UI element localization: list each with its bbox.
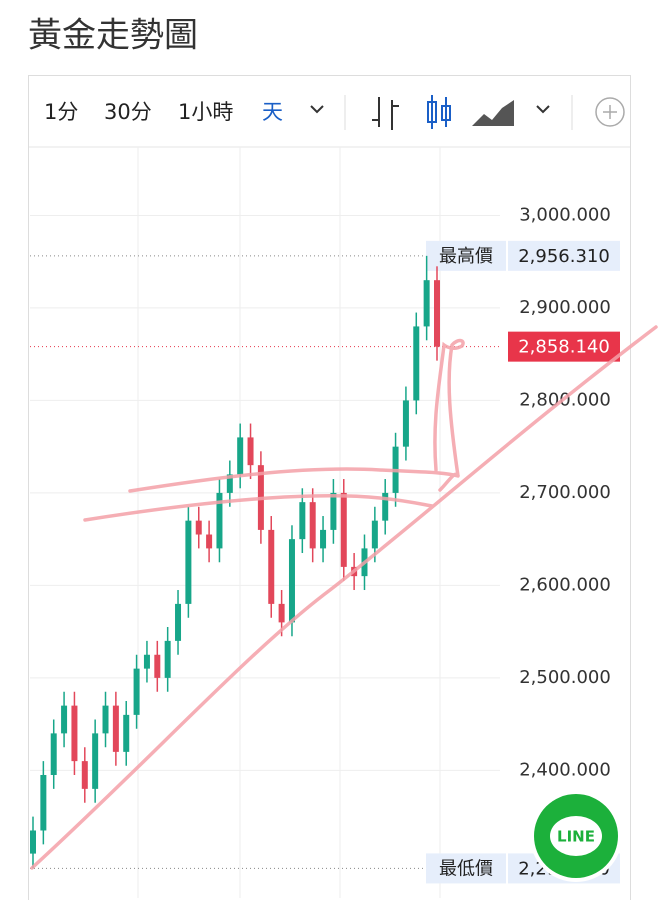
candle-icon[interactable]	[427, 95, 451, 129]
candle-body	[226, 474, 233, 493]
candle-body	[299, 502, 306, 540]
candle-body	[206, 534, 213, 549]
candle-body	[71, 705, 78, 762]
candle-body	[247, 437, 254, 466]
candle-body	[40, 774, 47, 831]
candle-body	[195, 520, 202, 535]
high-label-box	[426, 240, 506, 271]
candle-body	[413, 326, 420, 401]
high-label: 最高價	[439, 246, 493, 267]
high-value-box	[508, 240, 620, 271]
interval-button[interactable]: 30分	[104, 100, 152, 124]
page-title: 黃金走勢圖	[28, 16, 198, 56]
candle-body	[320, 529, 327, 549]
toolbar: 1分 30分 1小時 天	[44, 100, 283, 124]
y-tick-label: 2,600.000	[519, 574, 611, 595]
last-price-value-box	[508, 331, 620, 362]
candle-body	[216, 492, 223, 549]
bar-chart-icon[interactable]	[372, 97, 399, 130]
y-tick-label: 2,700.000	[519, 482, 611, 503]
line-label: LINE	[557, 828, 595, 846]
line-button[interactable]: LINE	[530, 790, 622, 882]
hand-drawn-annotations	[30, 325, 658, 870]
candle-body	[278, 603, 285, 623]
candle-body	[123, 714, 130, 752]
add-indicator[interactable]	[595, 97, 625, 127]
low-label: 最低價	[439, 858, 493, 879]
candle-body	[237, 437, 244, 475]
area-icon[interactable]	[472, 100, 514, 126]
candle-body	[288, 539, 295, 623]
candle-body	[423, 280, 430, 327]
interval-button[interactable]: 天	[262, 100, 283, 124]
candle-body	[175, 603, 182, 641]
candle-body	[330, 492, 337, 530]
interval-dropdown[interactable]	[310, 105, 324, 114]
y-tick-label: 2,900.000	[519, 297, 611, 318]
candle-body	[112, 705, 119, 752]
last-price-value: 2,858.140	[518, 337, 610, 358]
candle-body	[164, 640, 171, 678]
candle-body	[92, 733, 99, 789]
candle-body	[340, 492, 347, 567]
candle-body	[402, 400, 409, 447]
y-tick-label: 3,000.000	[519, 204, 611, 225]
candle-body	[102, 705, 109, 734]
candle-body	[185, 520, 192, 604]
y-tick-label: 2,400.000	[519, 759, 611, 780]
candle-body	[434, 280, 440, 347]
interval-button[interactable]: 1小時	[178, 100, 233, 124]
candle-body	[30, 830, 36, 854]
low-label-box	[426, 853, 506, 884]
candle-body	[81, 761, 88, 789]
candle-body	[50, 733, 57, 775]
candle-body	[309, 502, 316, 549]
candle-body	[154, 654, 161, 678]
high-value: 2,956.310	[518, 246, 610, 267]
candle-body	[268, 529, 275, 604]
candle-body	[61, 705, 68, 734]
interval-button[interactable]: 1分	[44, 100, 78, 124]
candle-body	[382, 492, 389, 521]
y-tick-label: 2,500.000	[519, 667, 611, 688]
candle-body	[133, 668, 140, 715]
candle-body	[143, 654, 150, 669]
chart-type-dropdown[interactable]	[536, 105, 550, 114]
candle-body	[371, 520, 378, 549]
